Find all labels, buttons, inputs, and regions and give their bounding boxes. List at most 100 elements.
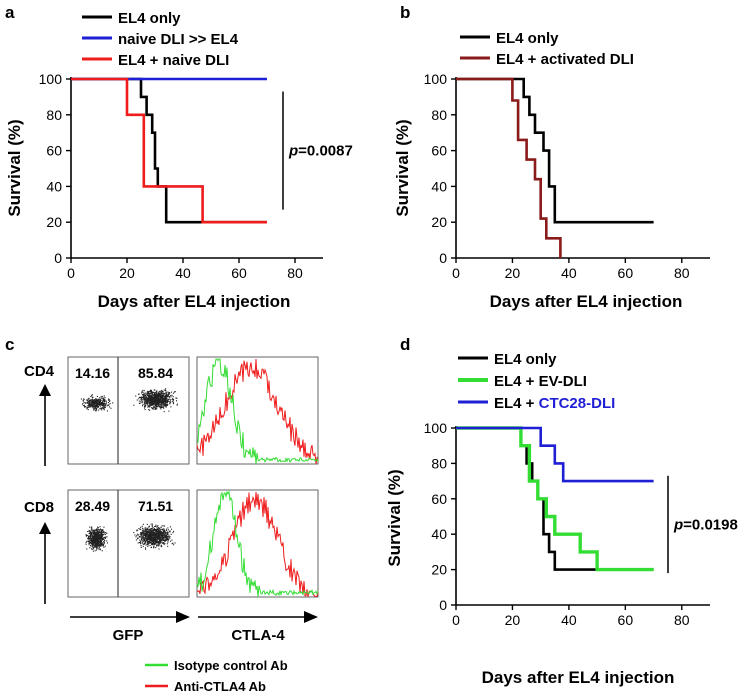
scatterCD4-pt-1250 [160,407,162,409]
row-arrow-cd4-head [39,384,51,396]
scatterCD8-pt-1324 [167,532,169,534]
y-tick-label-a-1: 20 [46,214,62,230]
scatterCD4-pt-1268 [159,407,161,409]
scatterCD4-pt-328 [89,403,91,405]
scatterCD4-pt-183 [104,405,106,407]
scatterCD8-pt-1509 [143,539,145,541]
series-group-a [71,77,267,224]
scatterCD4-pt-524 [144,403,146,405]
scatterCD4-pt-1071 [169,396,171,398]
scatterCD4-pt-83 [90,399,92,401]
scatterCD8-pt-413 [91,532,93,534]
scatterCD8-pt-630 [97,543,99,545]
scatterCD8-pt-848 [141,535,143,537]
scatterCD4-pt-1208 [153,398,155,400]
scatterCD4-pt-1296 [167,392,169,394]
scatterCD8-pt-969 [143,531,145,533]
scatterCD4-pt-285 [88,397,90,399]
scatterCD4-pt-1301 [159,396,161,398]
scatter-x-label: GFP [113,627,144,644]
scatterCD4-pt-238 [90,406,92,408]
scatterCD4-pt-177 [88,400,90,402]
scatterCD4-pt-1140 [153,397,155,399]
scatterCD8-pt-909 [153,532,155,534]
scatterCD4-pt-1047 [158,403,160,405]
scatterCD4-pt-1200 [158,392,160,394]
scatterCD8-pt-1274 [148,533,150,535]
scatterCD8-pt-618 [93,543,95,545]
scatterCD4-pt-706 [155,392,157,394]
scatterCD4-pt-222 [103,409,105,411]
scatterCD8-pt-1374 [140,532,142,534]
scatterCD8-pt-638 [102,538,104,540]
scatterCD8-pt-133 [89,547,91,549]
scatterCD8-pt-1325 [146,537,148,539]
scatterCD4-pt-837 [165,388,167,390]
scatterCD4-pt-217 [87,406,89,408]
scatterCD8-pt-1512 [144,542,146,544]
scatterCD8-pt-78 [101,529,103,531]
scatterCD4-pt-300 [92,405,94,407]
scatterCD4-pt-256 [92,402,94,404]
scatterCD8-pt-481 [97,539,99,541]
scatterCD8-pt-1383 [160,539,162,541]
scatterCD8-pt-818 [161,542,163,544]
scatterCD8-pt-515 [98,540,100,542]
scatterCD8-pt-1048 [145,542,147,544]
scatterCD8-pt-368 [97,539,99,541]
scatterCD8-pt-890 [148,541,150,543]
scatterCD8-pt-506 [102,532,104,534]
scatterCD8-pt-575 [101,531,103,533]
scatterCD4-pt-267 [96,402,98,404]
scatterCD4-pt-62 [103,395,105,397]
y-tick-label-b-2: 40 [431,178,447,194]
scatterCD4-pt-423 [143,407,145,409]
scatterCD8-pt-329 [94,534,96,536]
scatterCD8-pt-680 [161,532,163,534]
scatterCD8-pt-278 [90,530,92,532]
scatterCD4-pt-21 [96,406,98,408]
scatterCD8-pt-344 [105,536,107,538]
scatterCD4-pt-286 [93,403,95,405]
scatterCD4-pt-1015 [168,392,170,394]
scatterCD8-pt-764 [146,539,148,541]
scatterCD8-pt-1372 [139,536,141,538]
scatterCD8-pt-1402 [155,540,157,542]
scatterCD4-pt-310 [95,405,97,407]
scatterCD8-pt-1537 [146,543,148,545]
scatterCD4-pt-993 [157,397,159,399]
scatterCD8-pt-31 [93,545,95,547]
scatterCD4-pt-98 [104,399,106,401]
scatterCD8-pt-1176 [158,539,160,541]
scatterCD8-pt-1225 [149,540,151,542]
scatterCD4-pt-994 [141,396,143,398]
scatterCD4-pt-88 [109,406,111,408]
scatterCD8-pt-901 [158,529,160,531]
scatterCD8-pt-887 [137,542,139,544]
scatterCD8-pt-987 [171,543,173,545]
scatterCD8-pt-912 [162,532,164,534]
scatterCD8-pt-1389 [151,538,153,540]
scatterCD4-pt-1285 [163,404,165,406]
scatterCD8-pt-765 [136,535,138,537]
scatterCD4-pt-986 [152,393,154,395]
scatterCD4-pt-1196 [149,398,151,400]
scatterCD8-pt-259 [89,541,91,543]
scatterCD4-pt-219 [88,398,90,400]
scatterCD8-pt-1182 [152,541,154,543]
scatterCD4-pt-534 [160,402,162,404]
scatterCD8-pt-429 [102,533,104,535]
scatterCD4-pt-894 [164,393,166,395]
scatterCD4-pt-283 [103,400,105,402]
scatterCD8-pt-1487 [150,537,152,539]
scatterCD8-pt-1254 [155,530,157,532]
scatterCD4-pt-1032 [148,396,150,398]
scatterCD4-pt-1160 [152,401,154,403]
scatterCD8-pt-646 [97,533,99,535]
scatterCD8-pt-1130 [164,540,166,542]
scatterCD8-pt-1466 [147,538,149,540]
scatterCD4-pt-1297 [161,395,163,397]
scatterCD4-pt-755 [172,398,174,400]
scatterCD4-pt-16 [104,397,106,399]
scatterCD8-pt-434 [96,533,98,535]
